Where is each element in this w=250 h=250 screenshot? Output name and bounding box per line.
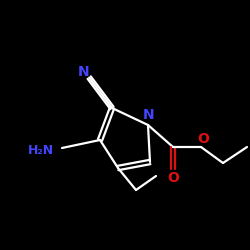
Text: O: O: [197, 132, 209, 146]
Text: N: N: [78, 64, 89, 78]
Text: N: N: [143, 108, 155, 122]
Text: H₂N: H₂N: [28, 144, 54, 156]
Text: O: O: [167, 171, 179, 185]
